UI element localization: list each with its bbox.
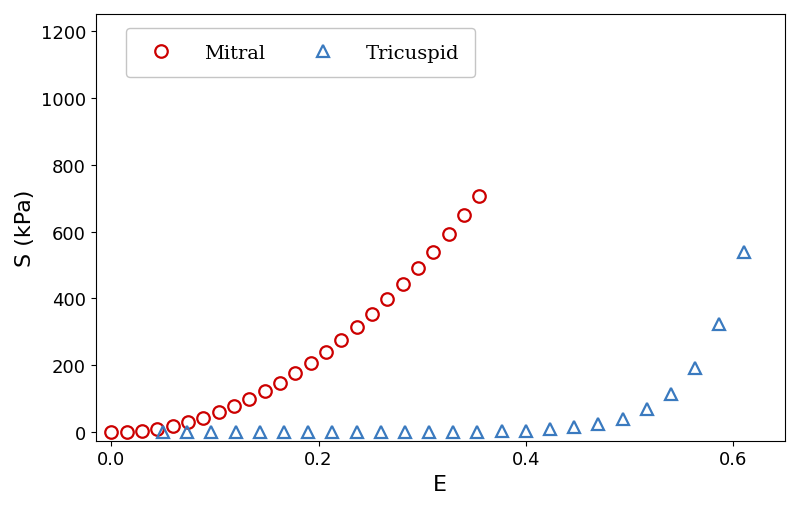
Tricuspid	[546, 427, 555, 433]
Tricuspid	[449, 429, 458, 435]
Legend: Mitral, Tricuspid: Mitral, Tricuspid	[126, 29, 475, 78]
Line: Tricuspid: Tricuspid	[157, 246, 750, 439]
Tricuspid	[666, 391, 676, 397]
Tricuspid	[424, 429, 434, 435]
Tricuspid	[521, 428, 530, 434]
Mitral	[275, 380, 285, 386]
Tricuspid	[327, 430, 337, 436]
Mitral	[183, 419, 193, 426]
Mitral	[137, 428, 146, 434]
Mitral	[122, 429, 131, 435]
X-axis label: E: E	[434, 474, 447, 494]
Tricuspid	[230, 430, 240, 436]
Mitral	[245, 397, 254, 403]
Tricuspid	[279, 430, 289, 436]
Tricuspid	[642, 406, 651, 412]
Mitral	[106, 430, 116, 436]
Tricuspid	[497, 429, 506, 435]
Tricuspid	[255, 430, 265, 436]
Mitral	[153, 426, 162, 432]
Mitral	[321, 349, 330, 355]
Tricuspid	[376, 430, 386, 436]
Tricuspid	[714, 322, 724, 328]
Tricuspid	[206, 430, 216, 436]
Mitral	[168, 423, 178, 429]
Mitral	[459, 213, 469, 219]
Mitral	[198, 415, 208, 421]
Mitral	[398, 281, 407, 288]
Mitral	[352, 325, 362, 331]
Tricuspid	[690, 365, 700, 371]
Mitral	[444, 232, 454, 238]
Mitral	[474, 194, 484, 200]
Mitral	[229, 403, 238, 409]
Mitral	[428, 249, 438, 255]
Tricuspid	[303, 430, 313, 436]
Mitral	[367, 311, 377, 317]
Tricuspid	[352, 430, 362, 436]
Tricuspid	[182, 430, 192, 436]
Y-axis label: S (kPa): S (kPa)	[15, 189, 35, 267]
Mitral	[382, 297, 392, 303]
Mitral	[214, 409, 223, 415]
Tricuspid	[738, 249, 748, 256]
Tricuspid	[400, 429, 410, 435]
Tricuspid	[473, 429, 482, 435]
Line: Mitral: Mitral	[105, 190, 486, 439]
Mitral	[337, 337, 346, 344]
Mitral	[413, 266, 422, 272]
Mitral	[290, 371, 300, 377]
Mitral	[306, 360, 315, 366]
Tricuspid	[618, 416, 627, 422]
Tricuspid	[158, 430, 168, 436]
Tricuspid	[570, 425, 579, 431]
Mitral	[260, 388, 270, 394]
Tricuspid	[594, 421, 603, 427]
